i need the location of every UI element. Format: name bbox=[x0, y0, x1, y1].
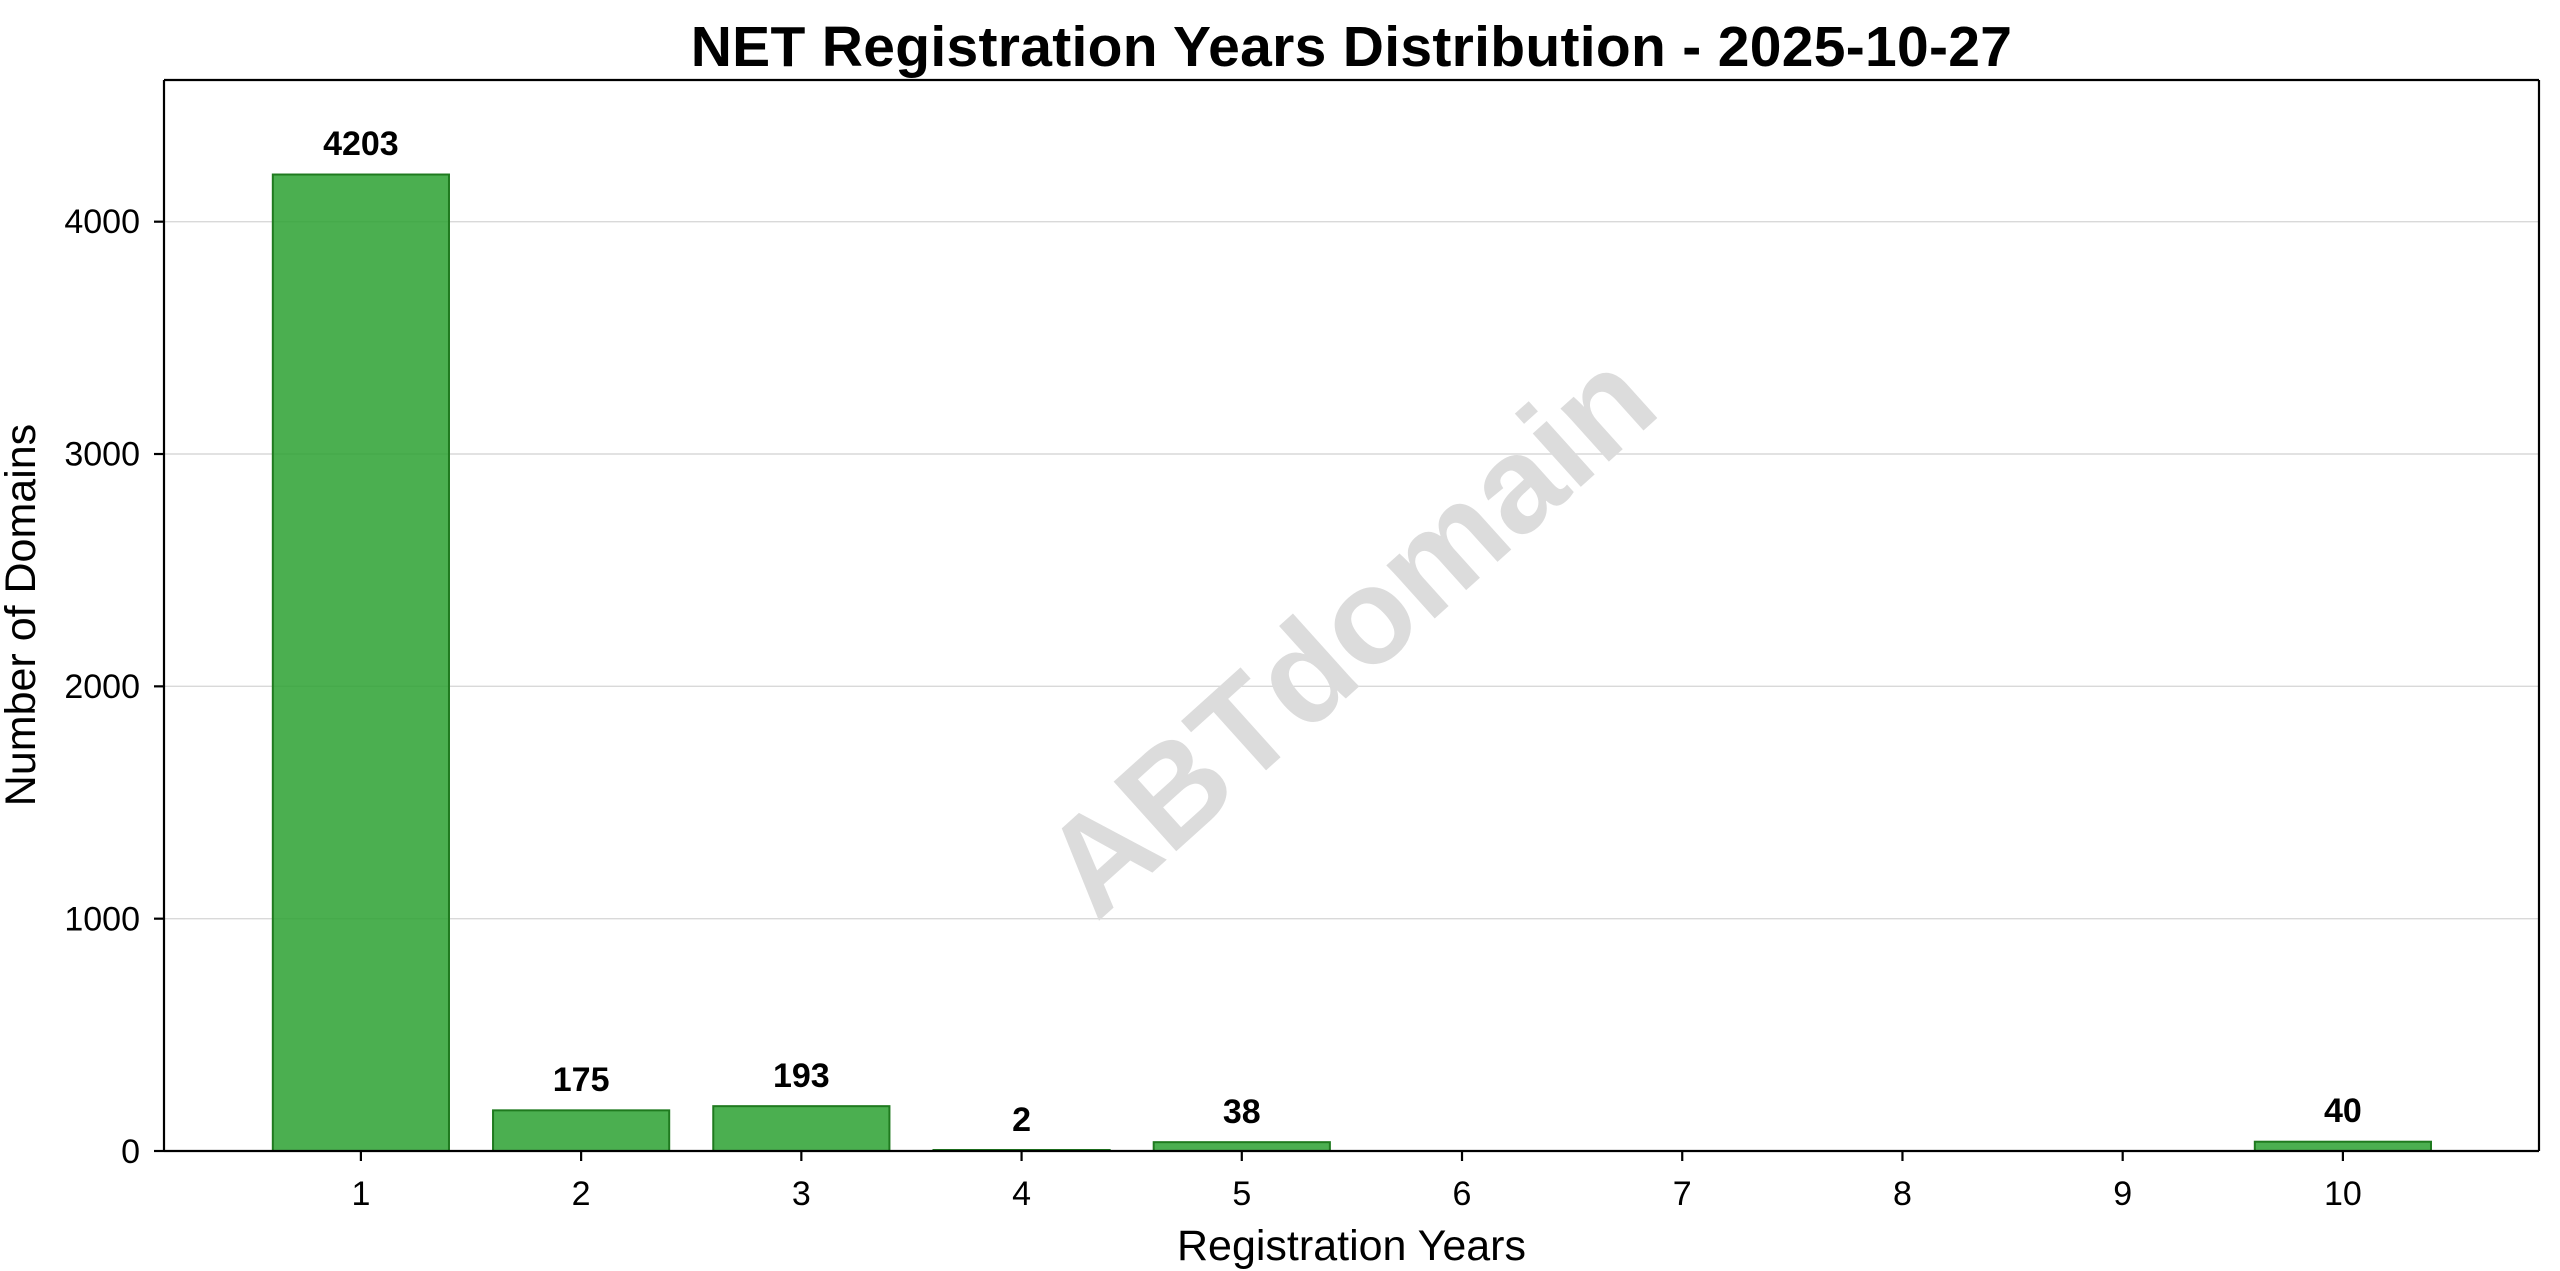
svg-text:40: 40 bbox=[2324, 1092, 2362, 1130]
svg-text:1: 1 bbox=[351, 1175, 370, 1213]
svg-text:4000: 4000 bbox=[64, 203, 140, 241]
svg-text:4: 4 bbox=[1012, 1175, 1031, 1213]
svg-text:10: 10 bbox=[2324, 1175, 2362, 1213]
svg-text:3: 3 bbox=[792, 1175, 811, 1213]
svg-text:Registration Years: Registration Years bbox=[1177, 1222, 1526, 1270]
svg-text:8: 8 bbox=[1893, 1175, 1912, 1213]
svg-text:38: 38 bbox=[1223, 1093, 1261, 1131]
svg-text:7: 7 bbox=[1673, 1175, 1692, 1213]
svg-text:ABTdomain: ABTdomain bbox=[1014, 321, 1683, 945]
svg-text:175: 175 bbox=[553, 1061, 610, 1099]
svg-text:5: 5 bbox=[1232, 1175, 1251, 1213]
svg-text:3000: 3000 bbox=[64, 436, 140, 474]
svg-text:6: 6 bbox=[1453, 1175, 1472, 1213]
svg-text:9: 9 bbox=[2113, 1175, 2132, 1213]
svg-text:193: 193 bbox=[773, 1057, 830, 1095]
svg-text:2: 2 bbox=[572, 1175, 591, 1213]
svg-text:Number of Domains: Number of Domains bbox=[0, 424, 45, 806]
svg-text:1000: 1000 bbox=[64, 901, 140, 939]
svg-text:4203: 4203 bbox=[323, 125, 399, 163]
svg-text:0: 0 bbox=[121, 1133, 140, 1171]
svg-text:2: 2 bbox=[1012, 1101, 1031, 1139]
svg-text:2000: 2000 bbox=[64, 668, 140, 706]
